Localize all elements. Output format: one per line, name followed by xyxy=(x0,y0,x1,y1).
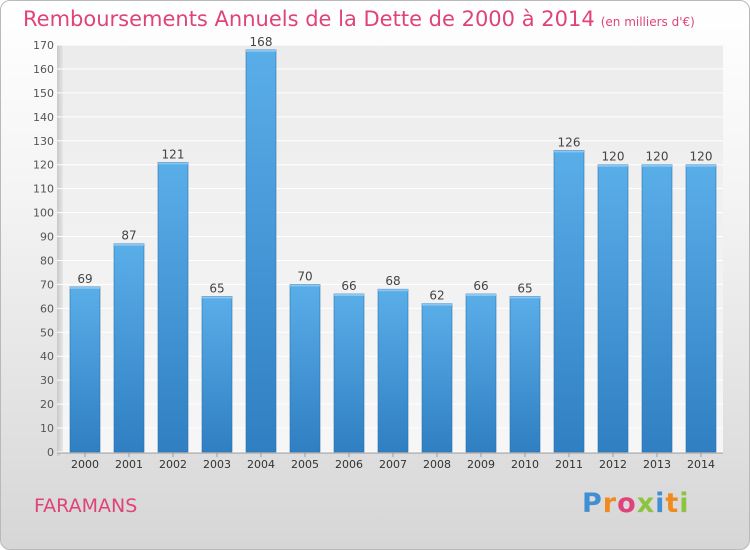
y-tick-label-60: 60 xyxy=(40,302,54,315)
bar-top-2003 xyxy=(202,296,232,299)
x-tick-label-2001: 2001 xyxy=(115,458,143,471)
x-tick-label-2003: 2003 xyxy=(203,458,231,471)
value-label-2014: 120 xyxy=(690,150,713,164)
value-label-2008: 62 xyxy=(429,289,444,303)
bars-group xyxy=(69,49,717,453)
y-tick-label-70: 70 xyxy=(40,278,54,291)
bar-top-2006 xyxy=(334,293,364,296)
x-axis-labels: 2000 2001 2002 2003 2004 2005 2006 2007 2008 2009… xyxy=(71,453,715,471)
value-label-2011: 126 xyxy=(558,135,581,149)
bar-top-2002 xyxy=(158,162,188,165)
bar-top-2011 xyxy=(554,150,584,153)
x-tick-label-2000: 2000 xyxy=(71,458,99,471)
bar-2005 xyxy=(289,284,321,453)
bar-2007 xyxy=(377,288,409,453)
bar-2006 xyxy=(333,293,365,453)
value-label-2007: 68 xyxy=(385,274,400,288)
y-tick-label-10: 10 xyxy=(40,422,54,435)
y-tick-label-120: 120 xyxy=(33,159,54,172)
bar-top-2007 xyxy=(378,289,408,292)
bar-top-2001 xyxy=(114,243,144,246)
value-label-2013: 120 xyxy=(646,150,669,164)
bar-top-2014 xyxy=(686,164,716,167)
bar-2014 xyxy=(685,164,717,453)
y-tick-label-170: 170 xyxy=(33,39,54,52)
y-axis-labels: 0 10 20 30 40 50 60 70 80 90 100 110 120 130 140 150 160… xyxy=(33,39,54,459)
y-tick-label-0: 0 xyxy=(47,446,54,459)
value-label-2005: 70 xyxy=(297,269,312,283)
value-label-2004: 168 xyxy=(250,35,273,49)
y-tick-label-40: 40 xyxy=(40,350,54,363)
x-tick-label-2011: 2011 xyxy=(555,458,583,471)
y-tick-label-140: 140 xyxy=(33,111,54,124)
brand-letter: r xyxy=(602,488,618,519)
bar-top-2005 xyxy=(290,284,320,287)
brand-letter: x xyxy=(636,488,656,519)
y-tick-label-90: 90 xyxy=(40,231,54,244)
bar-top-2013 xyxy=(642,164,672,167)
x-tick-label-2008: 2008 xyxy=(423,458,451,471)
bar-2001 xyxy=(113,243,145,453)
y-tick-label-20: 20 xyxy=(40,398,54,411)
bar-2011 xyxy=(553,150,585,453)
brand-logo: Proxiti xyxy=(582,488,690,519)
value-label-2009: 66 xyxy=(473,279,488,293)
value-label-2000: 69 xyxy=(77,272,92,286)
bar-2003 xyxy=(201,296,233,453)
bar-2009 xyxy=(465,293,497,453)
brand-letter: P xyxy=(582,488,603,519)
y-tick-label-150: 150 xyxy=(33,87,54,100)
bar-top-2004 xyxy=(246,49,276,52)
x-tick-label-2013: 2013 xyxy=(643,458,671,471)
y-tick-label-110: 110 xyxy=(33,183,54,196)
brand-letter: i xyxy=(655,488,666,519)
bar-top-2000 xyxy=(70,286,100,289)
bar-2000 xyxy=(69,286,101,453)
bar-top-2008 xyxy=(422,303,452,306)
value-label-2010: 65 xyxy=(517,281,532,295)
y-tick-label-130: 130 xyxy=(33,135,54,148)
plot-side-wall xyxy=(57,45,63,456)
x-tick-label-2004: 2004 xyxy=(247,458,275,471)
x-tick-label-2002: 2002 xyxy=(159,458,187,471)
bar-top-2009 xyxy=(466,293,496,296)
y-tick-label-30: 30 xyxy=(40,374,54,387)
x-tick-label-2014: 2014 xyxy=(687,458,715,471)
bar-2008 xyxy=(421,303,453,453)
x-tick-label-2009: 2009 xyxy=(467,458,495,471)
value-label-2002: 121 xyxy=(162,147,185,161)
x-tick-label-2006: 2006 xyxy=(335,458,363,471)
commune-name: FARAMANS xyxy=(34,495,138,517)
bar-top-2010 xyxy=(510,296,540,299)
value-labels: 69 87 121 65 168 70 66 68 62 66 65 126 120 120 120 xyxy=(77,35,712,303)
y-tick-label-160: 160 xyxy=(33,63,54,76)
value-label-2006: 66 xyxy=(341,279,356,293)
y-tick-label-80: 80 xyxy=(40,254,54,267)
bar-2013 xyxy=(641,164,673,453)
value-label-2001: 87 xyxy=(121,229,136,243)
brand-letter: i xyxy=(679,488,690,519)
bar-2002 xyxy=(157,162,189,453)
bar-top-2012 xyxy=(598,164,628,167)
chart-title: Remboursements Annuels de la Dette de 20… xyxy=(23,7,695,31)
chart-unit-note: (en milliers d'€) xyxy=(600,15,695,29)
bar-2012 xyxy=(597,164,629,453)
brand-letter: o xyxy=(617,488,637,519)
chart-title-text: Remboursements Annuels de la Dette de 20… xyxy=(23,7,595,31)
x-tick-label-2007: 2007 xyxy=(379,458,407,471)
bar-2010 xyxy=(509,296,541,453)
x-tick-label-2005: 2005 xyxy=(291,458,319,471)
x-tick-label-2010: 2010 xyxy=(511,458,539,471)
value-label-2012: 120 xyxy=(602,150,625,164)
brand-letter: t xyxy=(665,488,680,519)
y-tick-label-50: 50 xyxy=(40,326,54,339)
bar-2004 xyxy=(245,49,277,453)
x-tick-label-2012: 2012 xyxy=(599,458,627,471)
value-label-2003: 65 xyxy=(209,281,224,295)
y-tick-label-100: 100 xyxy=(33,207,54,220)
